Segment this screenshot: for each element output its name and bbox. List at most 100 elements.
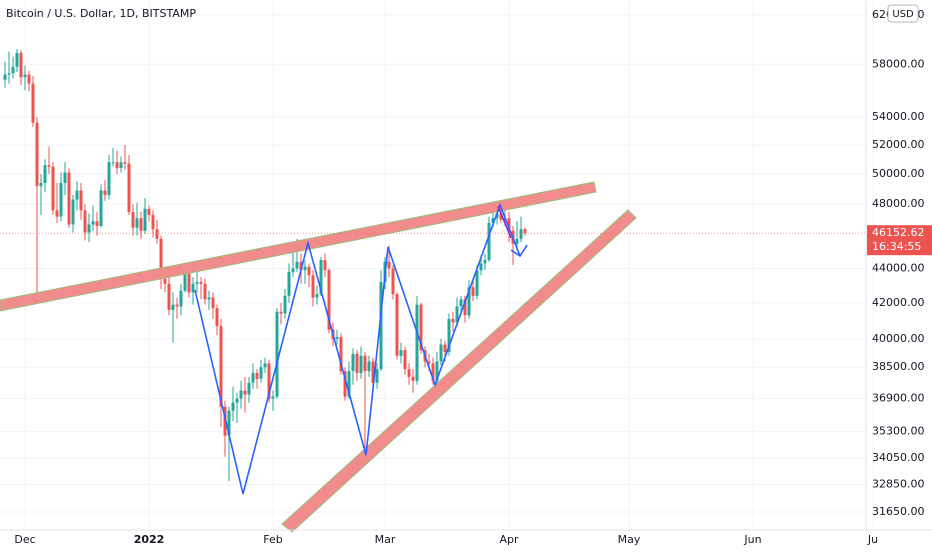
candle-body xyxy=(319,260,323,295)
x-tick-label: Dec xyxy=(14,533,35,546)
candle-body xyxy=(315,294,319,298)
candle-body xyxy=(307,266,311,276)
currency-label[interactable]: USD xyxy=(892,9,914,20)
last-price-label: 46152.62 xyxy=(872,226,925,239)
candle-body xyxy=(191,283,195,293)
candle-body xyxy=(35,122,39,186)
y-tick-label: 58000.00 xyxy=(872,57,925,70)
candle-body xyxy=(363,355,367,372)
candle-body xyxy=(419,304,423,351)
candle-body xyxy=(7,73,11,75)
x-tick-label: Apr xyxy=(499,533,519,546)
candle-body xyxy=(243,390,247,395)
chart-title: Bitcoin / U.S. Dollar, 1D, BITSTAMP xyxy=(6,7,196,20)
candle-body xyxy=(431,363,435,381)
candle-body xyxy=(47,165,51,167)
candle-body xyxy=(519,229,523,239)
candle-body xyxy=(463,299,467,316)
candle-body xyxy=(83,210,87,233)
y-tick-label: 50000.00 xyxy=(872,167,925,180)
candle-body xyxy=(391,268,395,295)
candle-body xyxy=(219,326,223,407)
candle-body xyxy=(155,229,159,239)
candle-body xyxy=(39,182,43,186)
candle-body xyxy=(487,222,491,261)
candle-body xyxy=(263,363,267,368)
candle-body xyxy=(495,213,499,219)
candle-body xyxy=(287,271,291,296)
candle-body xyxy=(115,162,119,169)
x-tick-label: 2022 xyxy=(134,533,165,546)
candle-body xyxy=(523,229,527,234)
candle-body xyxy=(51,166,55,211)
y-tick-label: 44000.00 xyxy=(872,261,925,274)
candle-body xyxy=(203,283,207,300)
candle-body xyxy=(175,304,179,307)
currency-box[interactable] xyxy=(887,4,919,23)
x-tick-label: Ju xyxy=(867,533,878,546)
candle-body xyxy=(23,74,27,78)
candle-body xyxy=(475,270,479,296)
candle-body xyxy=(135,218,139,228)
candle-body xyxy=(279,311,283,314)
candle-body xyxy=(299,261,303,271)
candle-body xyxy=(483,260,487,264)
candle-body xyxy=(59,182,63,217)
candle-body xyxy=(491,218,495,223)
candle-body xyxy=(19,52,23,78)
candle-body xyxy=(351,353,355,372)
candle-body xyxy=(195,282,199,284)
y-tick-label: 36900.00 xyxy=(872,392,925,405)
candle-body xyxy=(111,162,115,164)
axes: 62000.0058000.0054000.0052000.0050000.00… xyxy=(14,8,924,546)
candle-body xyxy=(271,396,275,399)
candle-body xyxy=(415,304,419,381)
candle-body xyxy=(451,318,455,323)
candle-body xyxy=(515,238,519,244)
last-price-box xyxy=(867,225,932,256)
y-tick-label: 42000.00 xyxy=(872,296,925,309)
candle-body xyxy=(347,371,351,397)
candle-body xyxy=(255,372,259,379)
candle-body xyxy=(371,361,375,383)
candle-body xyxy=(247,382,251,395)
candle-body xyxy=(163,278,167,284)
candle-body xyxy=(71,199,75,225)
candle-body xyxy=(223,406,227,436)
candle-body xyxy=(471,287,475,296)
x-tick-label: Jun xyxy=(743,533,761,546)
candle-body xyxy=(91,221,95,225)
candle-body xyxy=(11,66,15,74)
candle-body xyxy=(139,218,143,231)
candle-body xyxy=(15,52,19,67)
candle-body xyxy=(267,363,271,399)
pattern-leg xyxy=(497,205,512,239)
candle-body xyxy=(187,270,191,293)
candle-body xyxy=(343,371,347,397)
candle-body xyxy=(295,261,299,269)
candle-body xyxy=(199,282,203,284)
candle-body xyxy=(455,306,459,323)
candle-body xyxy=(31,83,35,123)
candle-body xyxy=(171,304,175,310)
candle-body xyxy=(427,361,431,364)
candle-body xyxy=(151,215,155,230)
candle-body xyxy=(467,287,471,316)
candle-body xyxy=(403,350,407,370)
candle-body xyxy=(235,398,239,403)
candle-body xyxy=(327,270,331,330)
arrow-head xyxy=(510,244,528,258)
zigzag-pattern xyxy=(194,202,521,495)
candle-body xyxy=(143,208,147,231)
candle-body xyxy=(311,275,315,298)
candle-body xyxy=(67,172,71,225)
candle-body xyxy=(95,221,99,227)
candle-body xyxy=(239,390,243,399)
x-tick-label: Mar xyxy=(375,533,396,546)
candle-body xyxy=(499,213,503,220)
candle-body xyxy=(251,372,255,383)
candle-body xyxy=(439,344,443,362)
candle-body xyxy=(215,308,219,327)
